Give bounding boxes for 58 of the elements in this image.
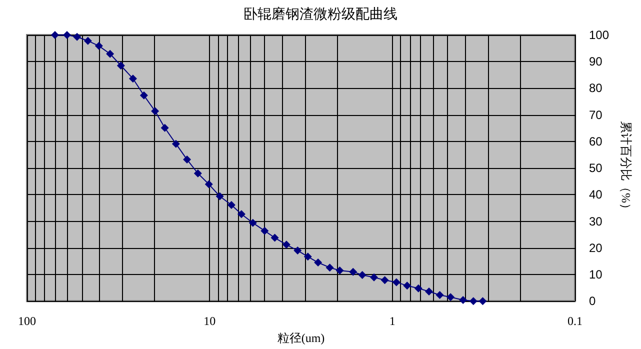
point (160, 124, 169, 132)
chart-title: 卧辊磨钢渣微粉级配曲线 (244, 6, 398, 22)
point (227, 201, 236, 210)
point (459, 296, 468, 304)
point (216, 192, 224, 200)
x-tick-label: 100 (18, 314, 36, 328)
y-tick-label: 70 (589, 108, 603, 122)
point (94, 42, 103, 50)
point (204, 180, 213, 188)
point (314, 258, 322, 267)
point (436, 290, 444, 299)
point (403, 282, 412, 290)
x-tick-label: 0.1 (568, 314, 582, 328)
point (380, 276, 389, 284)
point (194, 169, 202, 178)
point (84, 36, 92, 45)
point (294, 246, 302, 255)
x-axis-title: 粒径(um) (277, 331, 325, 345)
point (304, 252, 312, 261)
point (392, 278, 400, 286)
y-tick-label: 50 (589, 161, 603, 176)
point (151, 107, 160, 116)
point (370, 273, 378, 282)
y-tick-label: 90 (589, 54, 603, 69)
y-tick-label: 40 (589, 188, 603, 202)
y-tick-label: 80 (589, 81, 603, 96)
point (270, 234, 279, 242)
y-tick-label: 10 (589, 267, 603, 282)
point (128, 74, 137, 83)
point (424, 288, 433, 296)
point (326, 264, 334, 272)
y-tick-label: 20 (589, 240, 603, 255)
point (237, 210, 246, 218)
point (140, 91, 148, 100)
y-tick-label: 100 (589, 28, 610, 42)
point (358, 271, 366, 280)
y-tick-label: 0 (589, 294, 596, 308)
point (172, 140, 180, 148)
point (260, 226, 269, 235)
point (336, 266, 344, 274)
point (282, 240, 290, 249)
point (50, 31, 59, 39)
y-tick-label: 30 (589, 214, 603, 228)
point (446, 293, 455, 302)
x-tick-label: 1 (389, 314, 396, 328)
point (116, 62, 125, 70)
point (62, 31, 71, 39)
point (183, 156, 192, 164)
point (73, 32, 82, 41)
x-tick-label: 10 (204, 314, 216, 328)
point (478, 297, 487, 306)
point (349, 268, 358, 276)
point (414, 284, 422, 292)
y-tick-label: 60 (589, 134, 603, 148)
point (469, 297, 478, 306)
y-axis-title: 累计百分比（%） (618, 121, 633, 216)
point (248, 218, 257, 227)
point (106, 50, 114, 58)
